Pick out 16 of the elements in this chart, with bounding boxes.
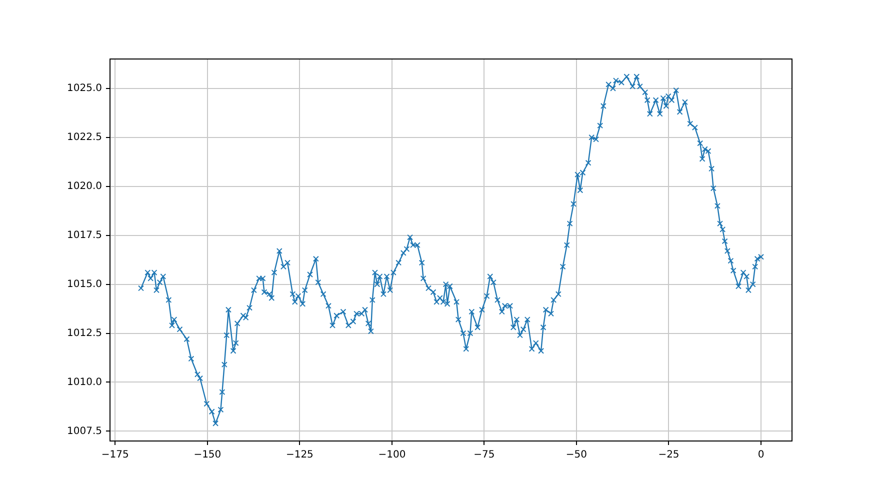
x-tick-label: −175: [101, 450, 129, 461]
y-tick-label: 1025.0: [67, 82, 102, 94]
y-tick-label: 1010.0: [67, 376, 102, 388]
y-tick-label: 1012.5: [67, 328, 102, 339]
y-tick-label: 1015.0: [67, 278, 102, 290]
y-tick-label: 1007.5: [67, 426, 102, 437]
x-tick-label: −25: [658, 450, 680, 461]
x-tick-label: −75: [474, 450, 495, 461]
x-tick-label: −50: [566, 450, 588, 461]
x-tick-label: −125: [286, 450, 314, 461]
x-tick-label: 0: [758, 450, 764, 461]
y-tick-label: 1020.0: [67, 180, 102, 192]
y-tick-label: 1022.5: [67, 132, 102, 143]
x-tick-label: −100: [378, 450, 406, 461]
x-tick-label: −150: [194, 450, 222, 461]
y-tick-label: 1017.5: [67, 230, 102, 241]
